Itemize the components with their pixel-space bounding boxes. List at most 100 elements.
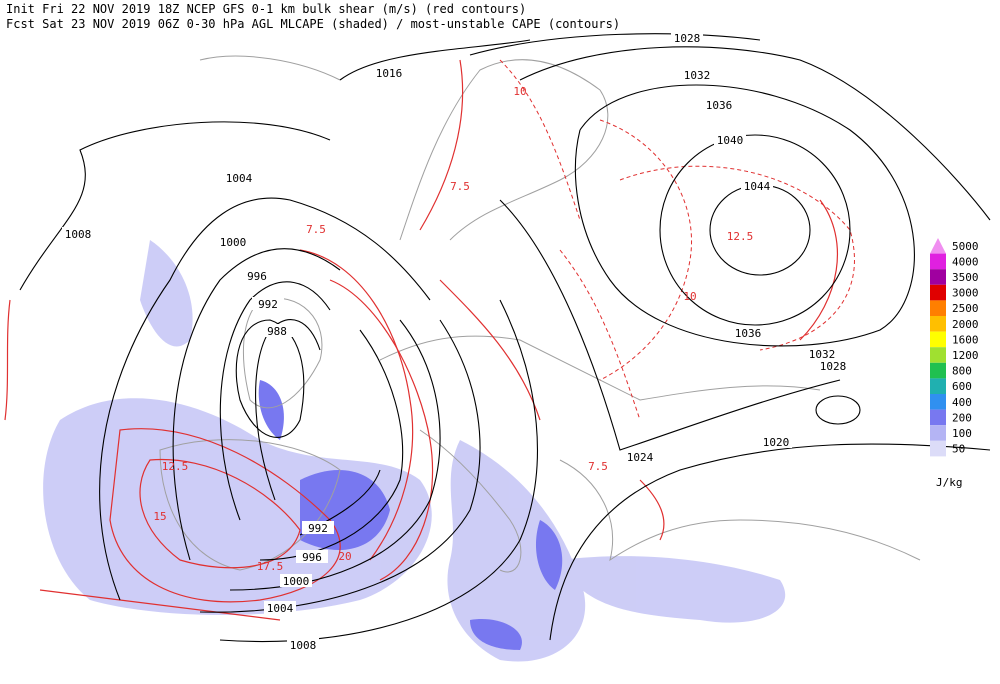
coastline [199, 55, 341, 81]
legend-label: 600 [952, 380, 972, 393]
coastline [159, 439, 341, 571]
isobar [19, 121, 331, 291]
coastline [379, 335, 821, 401]
label-background [62, 227, 94, 240]
shear-contour [599, 119, 692, 381]
isobar [172, 248, 341, 561]
cape-area [535, 520, 563, 590]
legend-swatch [930, 409, 946, 426]
shear-contour [109, 428, 341, 603]
coastline [559, 459, 921, 562]
isobar-label: 992 [258, 298, 278, 311]
label-background [741, 179, 773, 192]
shear-label: 7.5 [306, 223, 326, 236]
cape-area [258, 380, 284, 440]
isobar-label: 996 [302, 551, 322, 564]
legend: 5000 4000 3500 3000 2500 2000 1600 1200 800 600 40… [930, 238, 979, 489]
isobar-label: 1040 [717, 134, 744, 147]
legend-swatch [930, 394, 946, 410]
isobar-label: 1028 [674, 32, 701, 45]
label-background [280, 574, 312, 587]
label-background [287, 638, 319, 651]
shear-label: 10 [513, 85, 526, 98]
label-background [714, 133, 746, 146]
isobar-label: 1036 [735, 327, 762, 340]
shear-label: 17.5 [257, 560, 284, 573]
label-background [806, 347, 838, 360]
isobar-label: 1032 [809, 348, 836, 361]
cape-shading [43, 240, 786, 662]
legend-swatch [930, 253, 946, 270]
header-line-1: Init Fri 22 NOV 2019 18Z NCEP GFS 0-1 km… [6, 2, 526, 16]
isobar [235, 319, 305, 438]
legend-swatch [930, 269, 946, 285]
shear-contour [559, 249, 641, 421]
shear-contours-dashed [499, 59, 855, 421]
legend-label: 1200 [952, 349, 979, 362]
legend-label: 4000 [952, 255, 979, 268]
legend-swatch [930, 362, 946, 379]
header-line-2: Fcst Sat 23 NOV 2019 06Z 0-30 hPa AGL ML… [6, 17, 620, 31]
label-background [703, 98, 735, 111]
legend-label: 3500 [952, 271, 979, 284]
isobar [659, 134, 851, 326]
shear-label: 10 [683, 290, 696, 303]
shear-contour [139, 458, 301, 569]
shear-label: 7.5 [450, 180, 470, 193]
isobar [99, 197, 431, 601]
cape-area [470, 619, 522, 650]
isobar-label: 1008 [65, 228, 92, 241]
shear-contour [799, 199, 839, 341]
coastline [399, 59, 609, 241]
shear-contour [419, 59, 464, 231]
shear-contour [439, 279, 541, 421]
label-background [732, 326, 764, 339]
legend-label: 2000 [952, 318, 979, 331]
isobar [339, 39, 531, 81]
label-background [264, 601, 296, 614]
label-background [681, 68, 713, 81]
label-background [217, 235, 249, 248]
legend-label: 1600 [952, 333, 979, 346]
cape-area [560, 556, 786, 623]
legend-swatch [930, 300, 946, 316]
shear-label: 20 [338, 550, 351, 563]
legend-swatch [930, 238, 946, 254]
isobar-label: 1000 [220, 236, 247, 249]
isobar [815, 395, 861, 425]
shear-label: 15 [153, 510, 166, 523]
isobar-label: 1044 [744, 180, 771, 193]
label-background [252, 297, 284, 310]
isobar-label: 1000 [283, 575, 310, 588]
cape-area [140, 240, 193, 347]
isobars [19, 33, 991, 643]
cape-area [447, 440, 586, 662]
label-background [241, 269, 273, 282]
isobar [499, 199, 841, 451]
shear-label: 12.5 [727, 230, 754, 243]
isobar-label: 992 [308, 522, 328, 535]
legend-swatch [930, 331, 946, 348]
coastline [419, 429, 522, 573]
shear-label: 12.5 [162, 460, 189, 473]
shear-contour [329, 279, 434, 581]
isobar-label: 1032 [684, 69, 711, 82]
legend-swatch [930, 440, 946, 457]
label-background [671, 31, 703, 44]
isobar [519, 46, 991, 221]
legend-swatch [930, 347, 946, 363]
isobar-label: 1020 [763, 436, 790, 449]
shear-contour [619, 165, 855, 351]
label-background [261, 324, 293, 337]
isobar-label: 988 [267, 325, 287, 338]
legend-swatch [930, 378, 946, 394]
cape-area [43, 398, 432, 615]
label-background [373, 66, 405, 79]
isobar [549, 443, 991, 641]
legend-label: 2500 [952, 302, 979, 315]
isobar-label: 1004 [267, 602, 294, 615]
shear-contours [4, 59, 839, 621]
label-background [223, 171, 255, 184]
shear-contour [499, 59, 581, 221]
